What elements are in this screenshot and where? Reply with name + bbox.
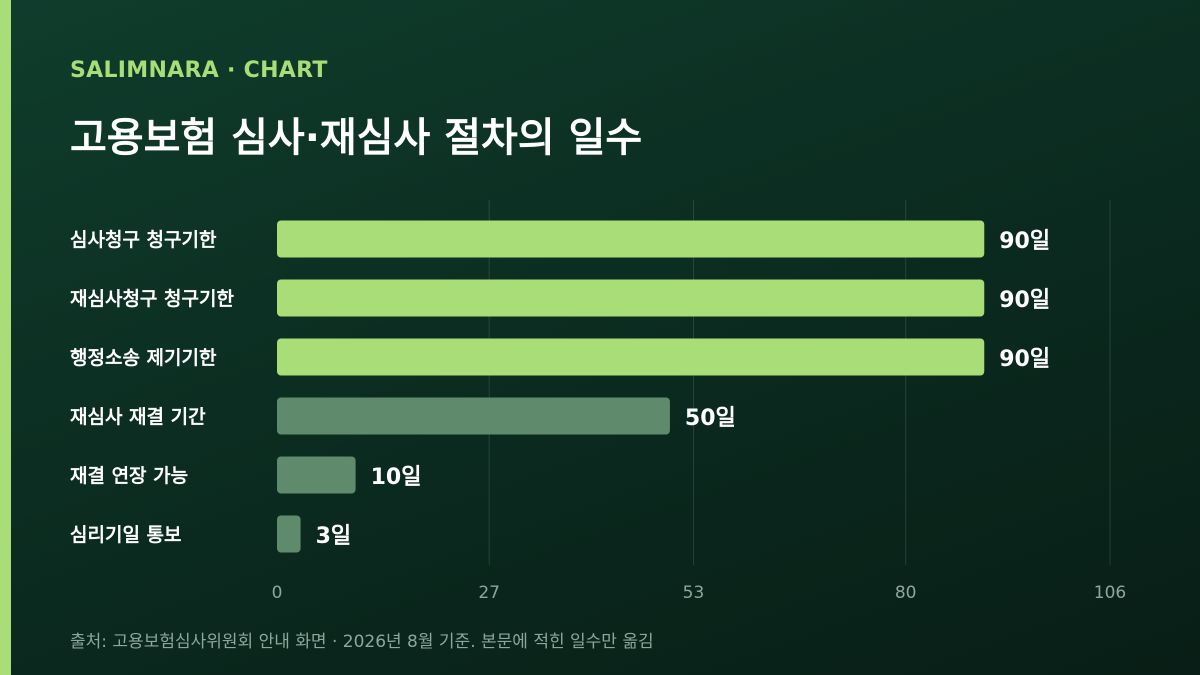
value-label: 90일 [999,288,1050,313]
x-tick-label: 80 [895,583,917,603]
x-tick-label: 0 [272,583,283,603]
x-tick-label: 53 [683,583,705,603]
bars [277,220,985,553]
bar [277,338,985,376]
x-tick-label: 106 [1094,583,1126,603]
value-label: 10일 [371,465,422,490]
x-axis-ticks: 0 27 53 80 106 [272,583,1127,603]
x-tick-label: 27 [478,583,500,603]
brand-label: SALIMNARA · CHART [70,58,328,83]
category-label: 재결 연장 가능 [70,465,188,487]
grid-lines [488,200,1111,565]
category-label: 재심사청구 청구기한 [70,288,234,310]
chart-title: 고용보험 심사·재심사 절차의 일수 [70,115,643,161]
bar [277,456,356,494]
value-label: 90일 [999,347,1050,372]
bar [277,397,670,435]
category-label: 심리기일 통보 [70,524,182,546]
bar [277,515,301,553]
value-label: 90일 [999,229,1050,254]
bar [277,220,985,258]
category-label: 행정소송 제기기한 [70,347,217,369]
accent-stripe [0,0,11,675]
bar [277,279,985,317]
category-label: 심사청구 청구기한 [70,229,217,251]
source-note: 출처: 고용보험심사위원회 안내 화면 · 2026년 8월 기준. 본문에 적… [70,632,654,652]
value-label: 3일 [316,524,352,549]
value-label: 50일 [685,406,736,431]
category-label: 재심사 재결 기간 [70,406,206,428]
value-labels: 90일 90일 90일 50일 10일 3일 [316,229,1051,549]
